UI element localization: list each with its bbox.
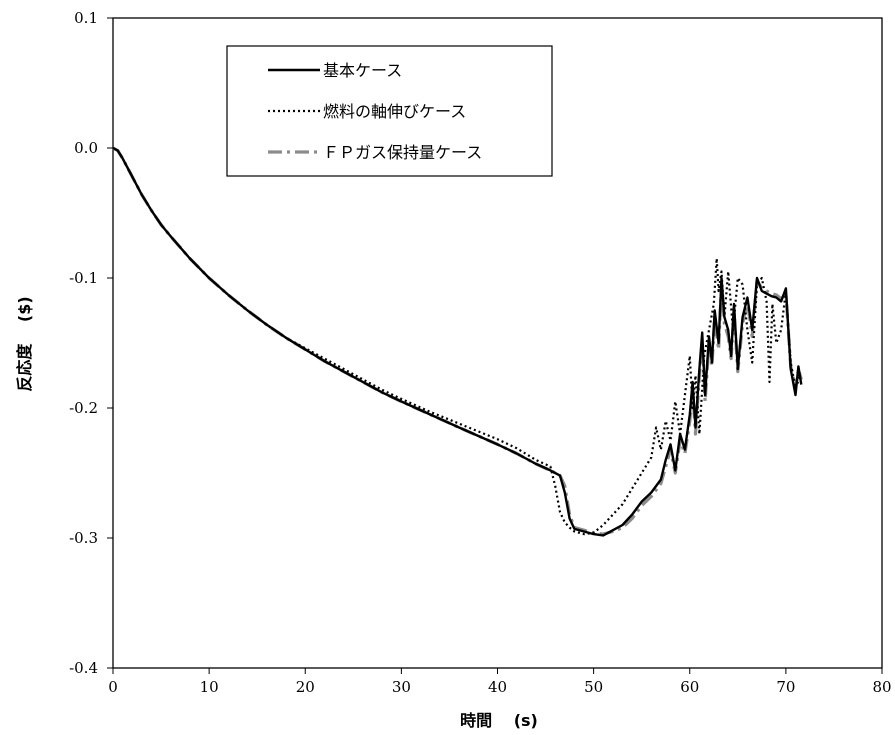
x-tick-label: 80 — [872, 678, 891, 696]
y-tick-label: -0.2 — [69, 399, 98, 417]
legend-label-2: 燃料の軸伸びケース — [323, 102, 466, 121]
x-tick-label: 60 — [680, 678, 699, 696]
x-tick-label: 30 — [392, 678, 411, 696]
x-tick-label: 40 — [488, 678, 507, 696]
x-axis-title: 時間 (s) — [460, 711, 538, 730]
y-tick-label: 0.1 — [74, 9, 98, 27]
legend-label-1: 基本ケース — [323, 61, 402, 80]
x-tick-label: 70 — [776, 678, 795, 696]
ticks-layer: 0 10 20 30 40 50 60 70 80 0.1 0.0 -0.1 -0.2 -0.3 -0.4 — [69, 9, 891, 696]
y-tick-label: -0.1 — [69, 269, 98, 287]
legend-box — [226, 45, 553, 177]
x-tick-label: 50 — [584, 678, 603, 696]
series-line-1 — [112, 146, 803, 537]
y-tick-label: 0.0 — [74, 139, 98, 157]
legend-label-3: ＦＰガス保持量ケース — [323, 143, 482, 162]
series-layer — [112, 146, 803, 537]
x-tick-label: 20 — [296, 678, 315, 696]
y-axis-title: 反応度 ($) — [15, 296, 34, 391]
x-tick-label: 0 — [108, 678, 118, 696]
y-tick-label: -0.3 — [69, 529, 98, 547]
x-tick-label: 10 — [200, 678, 219, 696]
y-tick-label: -0.4 — [69, 659, 98, 677]
